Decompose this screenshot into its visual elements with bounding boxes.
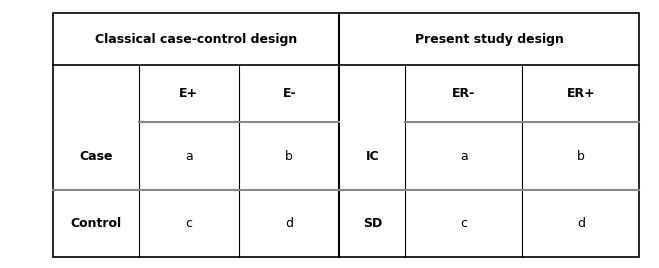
Text: E-: E- <box>283 87 296 100</box>
Text: Classical case-control design: Classical case-control design <box>95 32 297 46</box>
Text: Present study design: Present study design <box>415 32 563 46</box>
Text: ER-: ER- <box>452 87 475 100</box>
Text: a: a <box>185 150 193 163</box>
Text: IC: IC <box>366 150 379 163</box>
Text: SD: SD <box>362 217 382 230</box>
Text: b: b <box>577 150 585 163</box>
Text: E+: E+ <box>179 87 198 100</box>
Text: d: d <box>577 217 585 230</box>
Text: Control: Control <box>70 217 121 230</box>
Text: ER+: ER+ <box>566 87 595 100</box>
Bar <box>53 13 639 257</box>
Text: c: c <box>461 217 467 230</box>
Text: d: d <box>285 217 293 230</box>
Text: a: a <box>460 150 468 163</box>
Text: b: b <box>285 150 293 163</box>
Text: c: c <box>185 217 192 230</box>
Text: Case: Case <box>79 150 113 163</box>
